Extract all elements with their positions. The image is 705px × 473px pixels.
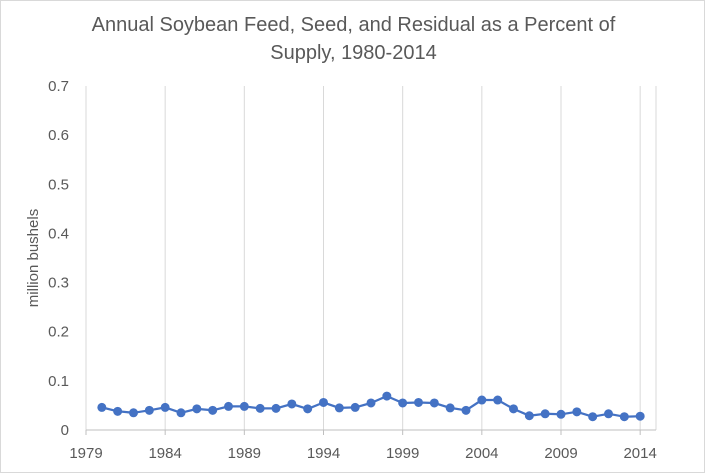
- y-tick-label: 0.4: [48, 225, 69, 242]
- data-point: [192, 404, 202, 414]
- y-tick-label: 0.7: [48, 78, 69, 95]
- data-point: [414, 397, 423, 407]
- y-tick-label: 0.1: [48, 373, 69, 390]
- data-point: [461, 405, 471, 415]
- data-point: [366, 398, 376, 408]
- chart-title-line-2: Supply, 1980-2014: [270, 42, 437, 64]
- y-tick-label: 0: [61, 422, 69, 439]
- data-point: [493, 395, 503, 405]
- data-point: [287, 399, 297, 409]
- x-tick-label: 1989: [228, 445, 261, 462]
- data-point: [176, 408, 186, 418]
- data-point: [239, 401, 249, 411]
- axes: [85, 429, 656, 435]
- data-point: [334, 403, 344, 413]
- x-tick-label: 1994: [307, 445, 340, 462]
- data-point: [208, 405, 218, 415]
- data-point: [113, 406, 123, 416]
- data-point: [350, 402, 360, 412]
- y-tick-label: 0.2: [48, 324, 69, 341]
- data-point: [572, 407, 582, 417]
- x-tick-label: 1999: [386, 445, 419, 462]
- data-point: [271, 403, 281, 413]
- data-point: [588, 412, 598, 422]
- data-point: [556, 409, 566, 419]
- data-point: [604, 409, 613, 419]
- data-point: [635, 411, 645, 421]
- data-point: [429, 398, 439, 408]
- data-point: [255, 403, 265, 413]
- data-point: [398, 398, 408, 408]
- data-point: [160, 402, 170, 412]
- y-axis-title: million bushels: [25, 209, 42, 307]
- data-point: [445, 403, 455, 413]
- data-point: [524, 411, 534, 421]
- x-tick-label: 2004: [465, 445, 498, 462]
- x-tick-label: 1984: [148, 445, 181, 462]
- chart-title: Annual Soybean Feed, Seed, and Residual …: [1, 11, 705, 67]
- data-point: [477, 395, 487, 405]
- data-point: [129, 408, 138, 418]
- grid-lines: [85, 86, 657, 430]
- y-tick-label: 0.6: [48, 127, 69, 144]
- data-point: [319, 397, 328, 407]
- chart-title-line-1: Annual Soybean Feed, Seed, and Residual …: [91, 14, 616, 36]
- y-tick-label: 0.3: [48, 275, 69, 292]
- data-point: [303, 404, 313, 414]
- data-point: [144, 405, 154, 415]
- data-point: [97, 402, 107, 412]
- tick-labels: 1979 1984 1989 1994 1999 2004 2009 2014 0 0.1 0.2 0…: [48, 78, 657, 462]
- data-point: [382, 391, 392, 401]
- data-point: [540, 409, 550, 419]
- y-tick-label: 0.5: [48, 176, 69, 193]
- series-points-layer: [97, 391, 645, 422]
- data-point: [224, 401, 233, 411]
- x-tick-label: 1979: [69, 445, 102, 462]
- x-tick-label: 2014: [623, 445, 656, 462]
- data-point: [619, 412, 629, 422]
- data-point: [509, 404, 518, 414]
- x-tick-label: 2009: [544, 445, 577, 462]
